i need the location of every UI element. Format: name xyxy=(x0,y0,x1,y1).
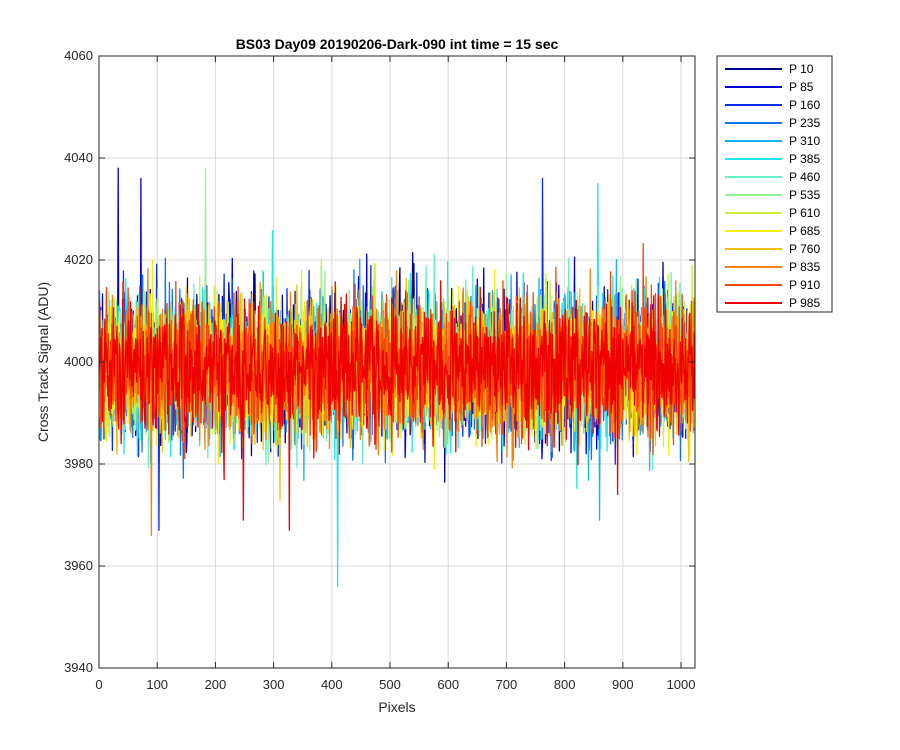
x-tick-label: 700 xyxy=(496,677,518,692)
legend-label: P 160 xyxy=(789,98,820,112)
y-tick-label: 4060 xyxy=(64,48,93,63)
legend-label: P 310 xyxy=(789,134,820,148)
legend-label: P 685 xyxy=(789,224,820,238)
x-tick-label: 0 xyxy=(95,677,102,692)
x-ticks: 0 100 200 300 400 500 600 700 800 900 1000 xyxy=(95,56,695,692)
legend-label: P 385 xyxy=(789,152,820,166)
legend-label: P 535 xyxy=(789,188,820,202)
x-tick-label: 900 xyxy=(612,677,634,692)
legend-box xyxy=(716,55,833,313)
y-tick-label: 4000 xyxy=(64,354,93,369)
y-ticks: 3940 3960 3980 4000 4020 4040 4060 xyxy=(64,48,695,675)
legend-label: P 460 xyxy=(789,170,820,184)
x-tick-label: 100 xyxy=(146,677,168,692)
y-tick-label: 3980 xyxy=(64,456,93,471)
chart-title: BS03 Day09 20190206-Dark-090 int time = … xyxy=(236,36,559,52)
x-axis-title: Pixels xyxy=(378,699,415,715)
x-tick-label: 300 xyxy=(263,677,285,692)
legend-label: P 85 xyxy=(789,80,814,94)
y-tick-label: 4020 xyxy=(64,252,93,267)
x-tick-label: 1000 xyxy=(667,677,696,692)
legend-label: P 760 xyxy=(789,242,820,256)
x-tick-label: 800 xyxy=(554,677,576,692)
legend-label: P 835 xyxy=(789,260,820,274)
x-tick-label: 200 xyxy=(205,677,227,692)
legend-label: P 235 xyxy=(789,116,820,130)
legend-label: P 610 xyxy=(789,206,820,220)
x-tick-label: 400 xyxy=(321,677,343,692)
legend: P 10 P 85 P 160 P 235 P 310 P 385 P 460 P 535 P … xyxy=(716,55,833,313)
y-axis-title: Cross Track Signal (ADU) xyxy=(35,282,51,442)
legend-items: P 10 P 85 P 160 P 235 P 310 P 385 P 460 P 535 P … xyxy=(725,62,820,310)
x-tick-label: 500 xyxy=(379,677,401,692)
legend-label: P 985 xyxy=(789,296,820,310)
y-tick-label: 4040 xyxy=(64,150,93,165)
series-layer xyxy=(99,167,695,588)
legend-label: P 10 xyxy=(789,62,814,76)
x-tick-label: 600 xyxy=(437,677,459,692)
y-tick-label: 3940 xyxy=(64,660,93,675)
y-tick-label: 3960 xyxy=(64,558,93,573)
series-line-p985 xyxy=(99,280,695,531)
legend-label: P 910 xyxy=(789,278,820,292)
